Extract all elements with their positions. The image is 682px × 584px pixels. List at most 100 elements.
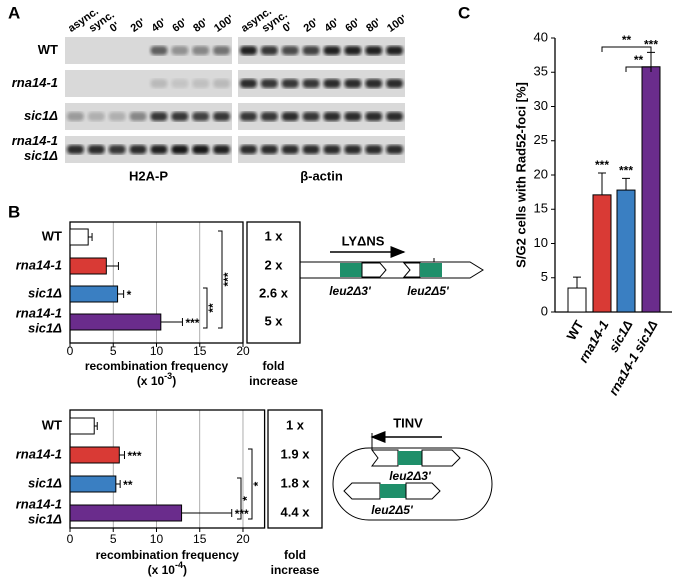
bar xyxy=(69,257,107,275)
y-tick-label: rna14-1 sic1Δ xyxy=(16,306,63,336)
lane-label: 40' xyxy=(149,16,168,35)
significance: *** xyxy=(235,507,249,521)
lane-label: 60' xyxy=(170,16,189,35)
error-bar xyxy=(94,422,98,430)
lane-label: 60' xyxy=(343,16,362,35)
error-bar xyxy=(573,276,581,289)
blot-band xyxy=(365,79,383,88)
lane-label: 100' xyxy=(385,13,409,35)
x-tick-label: WT xyxy=(563,318,586,343)
bracket xyxy=(218,230,223,329)
blot-band xyxy=(365,145,383,154)
blot-band xyxy=(87,112,105,121)
x-tick-label: 20 xyxy=(236,532,250,546)
row-label: WT xyxy=(38,42,58,57)
x-tick-label: 5 xyxy=(110,344,117,358)
blot-band xyxy=(192,46,210,55)
blot-band xyxy=(323,112,341,121)
blot-band xyxy=(344,145,362,154)
x-axis-label: recombination frequency xyxy=(85,359,229,373)
bracket-label: * xyxy=(251,481,265,486)
row-label: rna14-1 xyxy=(12,75,58,90)
panel-label: B xyxy=(8,202,20,221)
blot-band xyxy=(386,145,403,154)
bar xyxy=(567,287,587,313)
row-label: sic1Δ xyxy=(24,108,58,123)
fold-value: 2 x xyxy=(264,257,283,272)
blot-band xyxy=(281,46,299,55)
error-bar xyxy=(598,172,606,195)
bracket-label: * xyxy=(240,496,254,501)
bar xyxy=(69,475,117,493)
y-tick-label: WT xyxy=(42,417,62,432)
lane-label: 80' xyxy=(364,16,383,35)
plot-frame xyxy=(69,221,244,344)
blot-band xyxy=(108,145,126,154)
diagram-label: leu2Δ3' xyxy=(329,284,372,298)
bar xyxy=(69,417,95,435)
significance: *** xyxy=(185,316,199,330)
error-bar xyxy=(181,509,233,517)
fold-value: 1.8 x xyxy=(281,475,311,490)
blot-band xyxy=(323,46,341,55)
gene-part xyxy=(343,482,381,500)
lane-label: 20' xyxy=(302,16,321,35)
gene-part xyxy=(371,449,399,467)
unit-part: ) xyxy=(172,374,176,388)
error-bar xyxy=(88,233,93,241)
x-tick-label: 15 xyxy=(193,532,207,546)
x-tick-label: 10 xyxy=(150,344,164,358)
blot-band xyxy=(171,145,189,154)
panel-label: C xyxy=(458,3,470,22)
gene xyxy=(380,484,406,498)
fold-value: 1 x xyxy=(264,228,283,243)
y-tick-label: rna14-1 xyxy=(16,257,62,272)
x-tick-label: rna14-1 sic1Δ xyxy=(606,317,661,397)
blot-band xyxy=(192,145,210,154)
bar xyxy=(616,189,636,313)
blot-band xyxy=(240,79,257,88)
y-tick-label: sic1Δ xyxy=(28,475,62,490)
bracket-label: ** xyxy=(634,53,644,67)
error-bar xyxy=(119,451,125,459)
bar xyxy=(641,66,661,313)
x-tick-label: 15 xyxy=(193,344,207,358)
unit-part: -4 xyxy=(175,560,183,570)
bar xyxy=(69,504,183,522)
blot-band xyxy=(171,79,189,88)
y-tick-label: 20 xyxy=(534,166,548,181)
bar xyxy=(69,285,119,303)
blot-band xyxy=(171,112,189,121)
y-tick-label: 35 xyxy=(534,64,548,79)
blot-band xyxy=(240,145,257,154)
error-bar xyxy=(117,290,125,298)
gene-part xyxy=(402,262,421,278)
fold-label: fold xyxy=(284,548,306,562)
diagram-label: leu2Δ5' xyxy=(407,284,450,298)
y-tick-label: 0 xyxy=(541,303,548,318)
y-tick-label: 40 xyxy=(534,29,548,44)
blot-band xyxy=(302,79,320,88)
bracket xyxy=(203,287,208,329)
diagram-label: leu2Δ5' xyxy=(371,503,414,517)
blot-band xyxy=(281,79,299,88)
blot-band xyxy=(150,79,168,88)
significance: ** xyxy=(123,478,133,492)
blot-band xyxy=(150,112,168,121)
y-tick-label: sic1Δ xyxy=(28,285,62,300)
y-axis-label: S/G2 cells with Rad52-foci [%] xyxy=(513,82,528,268)
fold-frame xyxy=(267,409,323,529)
fold-label: fold xyxy=(263,359,285,373)
panel-label: A xyxy=(8,3,20,22)
blot-band xyxy=(302,145,320,154)
x-tick-label: 0 xyxy=(67,344,74,358)
bracket xyxy=(625,66,652,72)
blot-band xyxy=(302,46,320,55)
error-bar xyxy=(622,177,630,191)
blot-band xyxy=(386,46,403,55)
blot-band xyxy=(129,112,147,121)
diagram-label: leu2Δ3' xyxy=(389,469,432,483)
bar xyxy=(69,313,162,331)
unit-part: -3 xyxy=(164,371,172,381)
